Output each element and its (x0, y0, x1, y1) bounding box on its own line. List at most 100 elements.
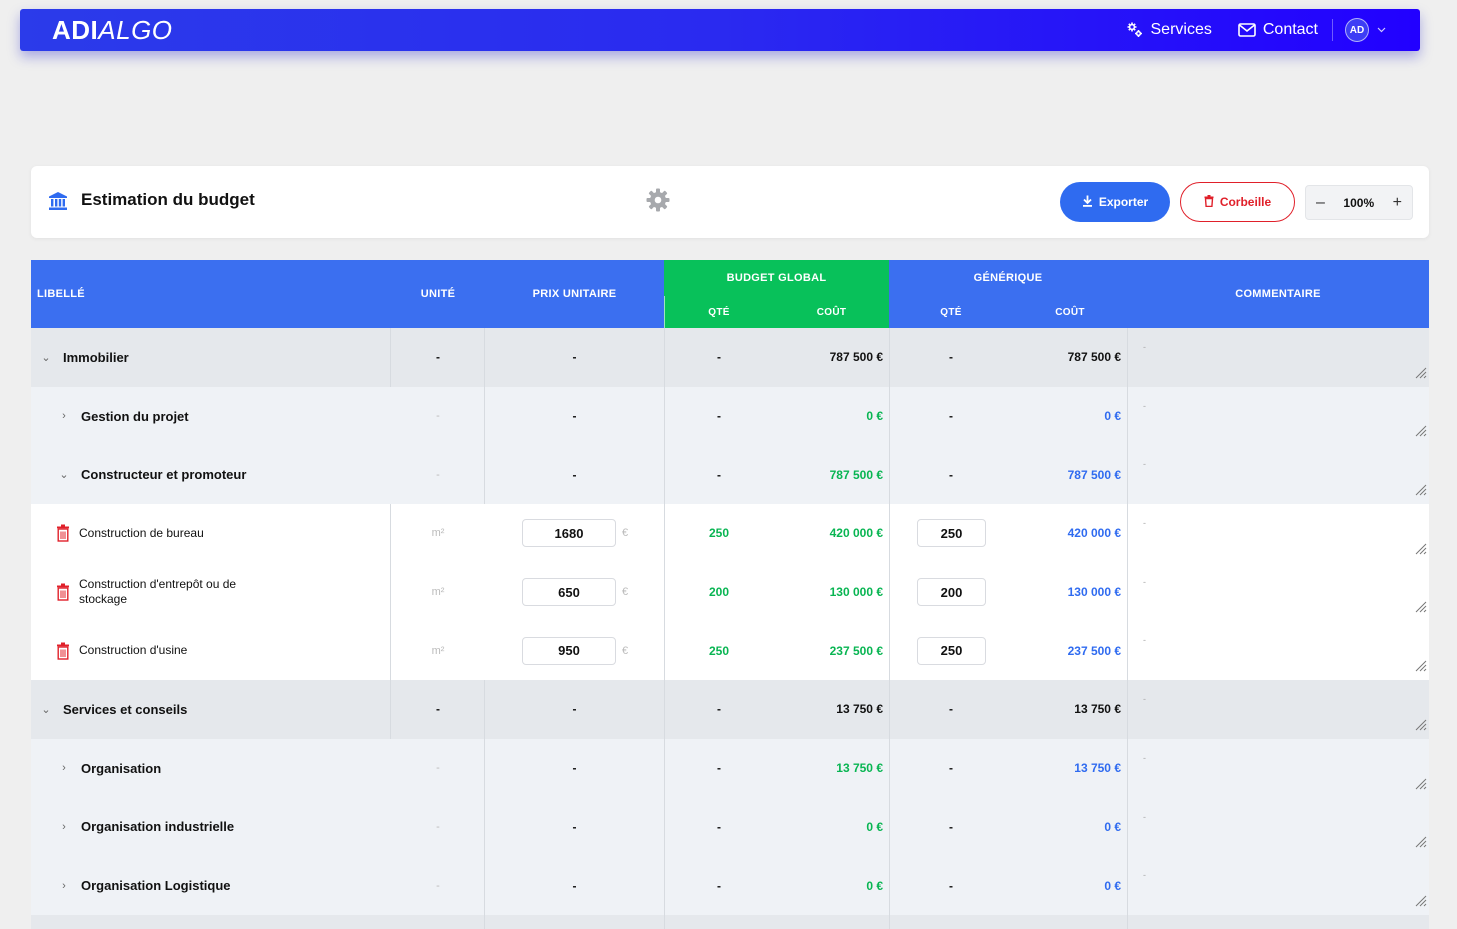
trash-button[interactable]: Corbeille (1180, 182, 1295, 222)
resize-handle-icon[interactable] (1415, 425, 1427, 437)
table-row-subcategory: ⌄ Constructeur et promoteur - - - 787 500… (31, 445, 1429, 505)
col-divider (390, 621, 391, 681)
comment-field[interactable]: - (1143, 342, 1146, 352)
col-divider (889, 797, 890, 857)
comment-field[interactable]: - (1143, 576, 1146, 587)
resize-handle-icon[interactable] (1415, 367, 1427, 379)
gear-icon[interactable] (645, 187, 671, 218)
gen-qty-cell: 250 (917, 504, 986, 563)
col-divider (889, 680, 890, 739)
col-header-commentaire[interactable]: COMMENTAIRE (1235, 288, 1321, 300)
row-gen-cost: 787 500 € (1067, 350, 1121, 365)
zoom-in-button[interactable]: + (1392, 193, 1402, 211)
chevron-down-icon[interactable]: ⌄ (41, 703, 51, 716)
row-label: Organisation (81, 760, 162, 776)
nav-divider (1332, 19, 1333, 41)
comment-field[interactable]: - (1143, 459, 1146, 470)
col-divider (1127, 562, 1128, 622)
delete-icon[interactable] (56, 642, 70, 660)
resize-handle-icon[interactable] (1415, 601, 1427, 613)
price-cell: 650 € (522, 563, 628, 622)
export-button[interactable]: Exporter (1060, 182, 1170, 222)
col-divider (1127, 445, 1128, 505)
resize-handle-icon[interactable] (1415, 719, 1427, 731)
resize-handle-icon[interactable] (1415, 836, 1427, 848)
top-navbar: ADIALGO Services Contact AD (20, 9, 1420, 51)
col-divider (1127, 856, 1128, 915)
envelope-icon (1238, 23, 1256, 37)
chevron-down-icon[interactable]: ⌄ (41, 351, 51, 364)
row-gen-cost: 13 750 € (1074, 702, 1121, 717)
comment-field[interactable]: - (1143, 811, 1146, 822)
resize-handle-icon[interactable] (1415, 895, 1427, 907)
chevron-down-icon[interactable] (1377, 25, 1386, 36)
unit-price-input[interactable]: 650 (522, 578, 616, 607)
resize-handle-icon[interactable] (1415, 660, 1427, 672)
zoom-out-button[interactable]: – (1316, 193, 1325, 211)
table-body: ⌄ Immobilier - - - 787 500 € - 787 500 € … (31, 328, 1429, 929)
col-divider (484, 914, 485, 929)
budget-global-header-bg (664, 260, 889, 328)
generic-qty-input[interactable]: 250 (917, 519, 986, 548)
chevron-right-icon[interactable]: › (62, 820, 66, 833)
col-header-gen-cout[interactable]: COÛT (1055, 306, 1085, 318)
user-avatar[interactable]: AD (1345, 18, 1369, 42)
unit-price-input[interactable]: 950 (522, 636, 616, 665)
row-bg-cost: 0 € (866, 409, 883, 424)
col-header-bg-cout[interactable]: COÛT (816, 306, 847, 318)
row-gen-cost: 130 000 € (1067, 585, 1121, 600)
unit-price-input[interactable]: 1680 (522, 519, 616, 548)
col-divider (1127, 914, 1128, 929)
nav-contact-link[interactable]: Contact (1238, 21, 1318, 39)
row-unit: - (436, 468, 440, 481)
comment-field[interactable]: - (1143, 870, 1146, 881)
row-gen-cost: 0 € (1104, 409, 1121, 424)
generic-qty-input[interactable]: 250 (917, 636, 986, 665)
row-label: Gestion du projet (81, 408, 189, 424)
table-row-category: ⌄ Immobilier - - - 787 500 € - 787 500 € … (31, 328, 1429, 387)
chevron-down-icon[interactable]: ⌄ (59, 469, 69, 482)
comment-field[interactable]: - (1143, 518, 1146, 529)
row-bg-qty: 250 (708, 643, 730, 658)
col-header-prix[interactable]: PRIX UNITAIRE (532, 288, 617, 300)
col-divider (889, 386, 890, 446)
row-price: - (572, 409, 577, 424)
col-header-libelle[interactable]: LIBELLÉ (37, 288, 85, 300)
comment-field[interactable]: - (1143, 694, 1146, 705)
col-header-unite[interactable]: UNITÉ (420, 288, 456, 300)
comment-field[interactable]: - (1143, 400, 1146, 411)
col-header-bg-qte[interactable]: QTÉ (708, 306, 730, 318)
row-label: Construction de bureau (79, 525, 204, 540)
resize-handle-icon[interactable] (1415, 543, 1427, 555)
col-divider (664, 621, 665, 681)
col-divider (889, 914, 890, 929)
row-label-cell: ⌄ Constructeur et promoteur (57, 445, 246, 504)
chevron-right-icon[interactable]: › (62, 410, 66, 423)
delete-icon[interactable] (56, 583, 70, 601)
app-logo[interactable]: ADIALGO (52, 15, 173, 45)
col-divider (484, 680, 485, 739)
row-label-cell: ⌄ Services et conseils (39, 680, 187, 739)
chevron-right-icon[interactable]: › (62, 762, 66, 775)
chevron-right-icon[interactable]: › (62, 879, 66, 892)
nav-services-link[interactable]: Services (1126, 21, 1212, 39)
delete-icon[interactable] (56, 524, 70, 543)
row-bg-cost: 13 750 € (836, 761, 883, 776)
comment-field[interactable]: - (1143, 752, 1146, 763)
col-divider (1127, 797, 1128, 857)
resize-handle-icon[interactable] (1415, 484, 1427, 496)
generic-qty-input[interactable]: 200 (917, 578, 986, 607)
row-bg-qty: 250 (708, 526, 730, 541)
row-unit: - (436, 702, 440, 717)
col-divider (889, 856, 890, 915)
col-header-generique: GÉNÉRIQUE (973, 272, 1043, 284)
row-bg-qty: - (717, 878, 721, 893)
row-gen-qty: - (949, 409, 953, 424)
row-gen-cost: 787 500 € (1067, 467, 1121, 482)
comment-field[interactable]: - (1143, 635, 1146, 646)
budget-table: LIBELLÉ UNITÉ PRIX UNITAIRE BUDGET GLOBA… (31, 260, 1429, 929)
row-unit: m² (431, 527, 445, 540)
col-divider (484, 445, 485, 505)
resize-handle-icon[interactable] (1415, 778, 1427, 790)
col-header-gen-qte[interactable]: QTÉ (940, 306, 962, 318)
